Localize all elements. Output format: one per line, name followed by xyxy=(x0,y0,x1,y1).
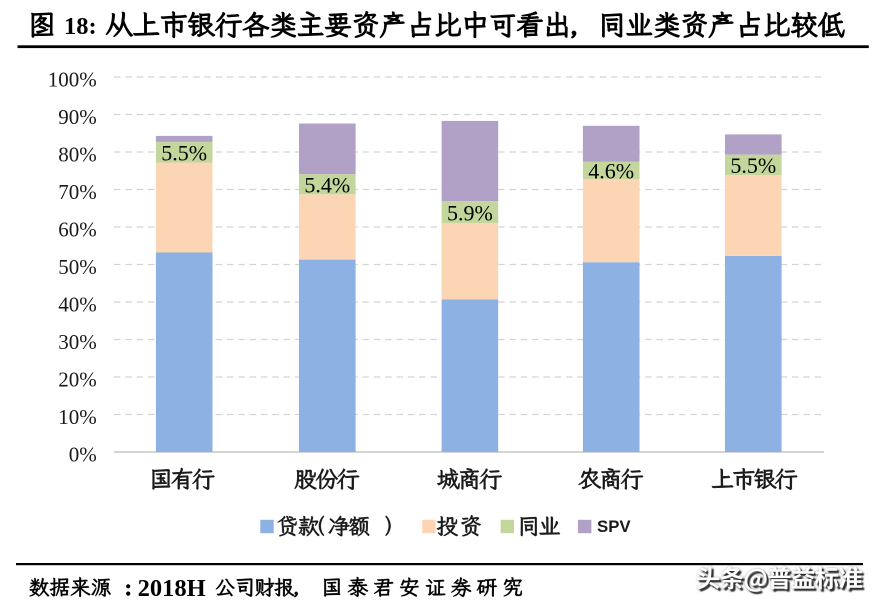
svg-text:70%: 70% xyxy=(58,180,97,204)
svg-text:5.9%: 5.9% xyxy=(447,200,493,225)
svg-text:5.4%: 5.4% xyxy=(304,172,350,197)
svg-text:30%: 30% xyxy=(58,330,97,354)
svg-text:0%: 0% xyxy=(69,442,97,466)
svg-text:50%: 50% xyxy=(58,255,97,279)
svg-text:5.5%: 5.5% xyxy=(730,153,776,178)
svg-text:18:: 18: xyxy=(64,13,97,40)
svg-text:60%: 60% xyxy=(58,217,97,241)
svg-text:10%: 10% xyxy=(58,405,97,429)
svg-text:100%: 100% xyxy=(48,67,97,91)
svg-text:20%: 20% xyxy=(58,367,97,391)
svg-text:5.5%: 5.5% xyxy=(161,140,207,165)
svg-text:2018H: 2018H xyxy=(138,575,206,602)
svg-text:4.6%: 4.6% xyxy=(588,159,634,184)
svg-text:90%: 90% xyxy=(58,105,97,129)
svg-text:40%: 40% xyxy=(58,292,97,316)
svg-text:80%: 80% xyxy=(58,142,97,166)
svg-text:SPV: SPV xyxy=(597,517,631,536)
